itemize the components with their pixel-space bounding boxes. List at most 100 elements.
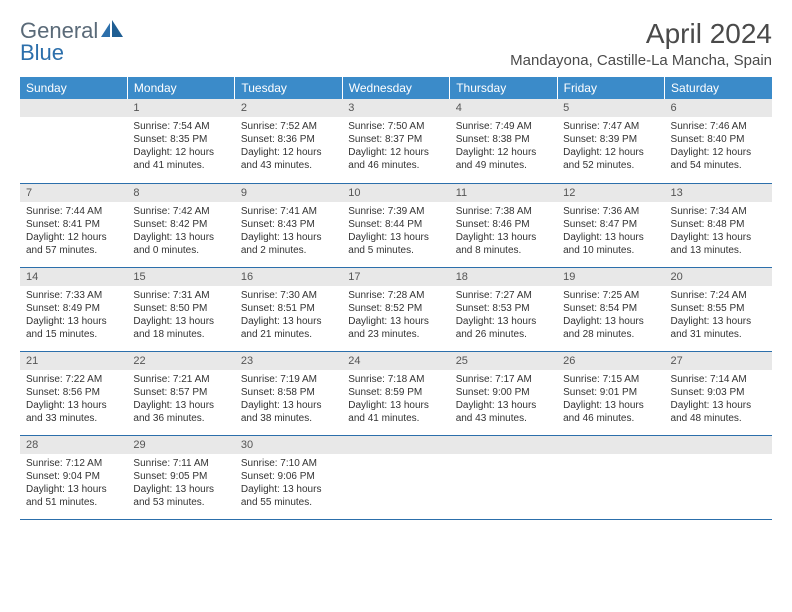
sunset-text: Sunset: 9:05 PM <box>133 470 228 483</box>
calendar-day-cell: 19Sunrise: 7:25 AMSunset: 8:54 PMDayligh… <box>557 267 664 351</box>
day-number-empty <box>557 436 664 454</box>
day-details: Sunrise: 7:34 AMSunset: 8:48 PMDaylight:… <box>669 205 768 257</box>
daylight-text: Daylight: 13 hours and 23 minutes. <box>348 315 443 341</box>
day-details: Sunrise: 7:30 AMSunset: 8:51 PMDaylight:… <box>239 289 338 341</box>
daylight-text: Daylight: 13 hours and 26 minutes. <box>456 315 551 341</box>
day-details: Sunrise: 7:18 AMSunset: 8:59 PMDaylight:… <box>346 373 445 425</box>
day-number: 21 <box>20 352 127 370</box>
calendar-day-cell <box>450 435 557 519</box>
sunset-text: Sunset: 8:50 PM <box>133 302 228 315</box>
day-number: 27 <box>665 352 772 370</box>
day-number: 7 <box>20 184 127 202</box>
daylight-text: Daylight: 13 hours and 53 minutes. <box>133 483 228 509</box>
calendar-day-cell: 26Sunrise: 7:15 AMSunset: 9:01 PMDayligh… <box>557 351 664 435</box>
day-number: 4 <box>450 99 557 117</box>
daylight-text: Daylight: 13 hours and 46 minutes. <box>563 399 658 425</box>
sunset-text: Sunset: 8:35 PM <box>133 133 228 146</box>
day-number: 15 <box>127 268 234 286</box>
sail-icon <box>100 18 124 44</box>
daylight-text: Daylight: 13 hours and 36 minutes. <box>133 399 228 425</box>
calendar-day-cell: 4 Sunrise: 7:49 AMSunset: 8:38 PMDaylight… <box>450 99 557 183</box>
day-number: 28 <box>20 436 127 454</box>
daylight-text: Daylight: 12 hours and 52 minutes. <box>563 146 658 172</box>
day-details: Sunrise: 7:25 AMSunset: 8:54 PMDaylight:… <box>561 289 660 341</box>
sunset-text: Sunset: 8:43 PM <box>241 218 336 231</box>
calendar-day-cell: 10Sunrise: 7:39 AMSunset: 8:44 PMDayligh… <box>342 183 449 267</box>
calendar-day-cell <box>342 435 449 519</box>
sunrise-text: Sunrise: 7:30 AM <box>241 289 336 302</box>
sunrise-text: Sunrise: 7:36 AM <box>563 205 658 218</box>
day-number: 3 <box>342 99 449 117</box>
sunrise-text: Sunrise: 7:14 AM <box>671 373 766 386</box>
daylight-text: Daylight: 13 hours and 15 minutes. <box>26 315 121 341</box>
sunrise-text: Sunrise: 7:34 AM <box>671 205 766 218</box>
calendar-day-cell: 22Sunrise: 7:21 AMSunset: 8:57 PMDayligh… <box>127 351 234 435</box>
sunrise-text: Sunrise: 7:15 AM <box>563 373 658 386</box>
day-number: 29 <box>127 436 234 454</box>
calendar-day-cell: 16Sunrise: 7:30 AMSunset: 8:51 PMDayligh… <box>235 267 342 351</box>
sunset-text: Sunset: 8:59 PM <box>348 386 443 399</box>
sunrise-text: Sunrise: 7:41 AM <box>241 205 336 218</box>
day-number: 10 <box>342 184 449 202</box>
daylight-text: Daylight: 13 hours and 31 minutes. <box>671 315 766 341</box>
sunset-text: Sunset: 8:58 PM <box>241 386 336 399</box>
daylight-text: Daylight: 13 hours and 33 minutes. <box>26 399 121 425</box>
day-number: 26 <box>557 352 664 370</box>
calendar-day-cell: 21Sunrise: 7:22 AMSunset: 8:56 PMDayligh… <box>20 351 127 435</box>
daylight-text: Daylight: 12 hours and 46 minutes. <box>348 146 443 172</box>
weekday-header: Monday <box>127 77 234 99</box>
daylight-text: Daylight: 13 hours and 28 minutes. <box>563 315 658 341</box>
sunrise-text: Sunrise: 7:10 AM <box>241 457 336 470</box>
day-details: Sunrise: 7:41 AMSunset: 8:43 PMDaylight:… <box>239 205 338 257</box>
sunset-text: Sunset: 8:57 PM <box>133 386 228 399</box>
sunrise-text: Sunrise: 7:22 AM <box>26 373 121 386</box>
calendar-day-cell: 13 Sunrise: 7:34 AMSunset: 8:48 PMDayligh… <box>665 183 772 267</box>
daylight-text: Daylight: 13 hours and 0 minutes. <box>133 231 228 257</box>
calendar-day-cell: 5Sunrise: 7:47 AMSunset: 8:39 PMDaylight… <box>557 99 664 183</box>
sunrise-text: Sunrise: 7:50 AM <box>348 120 443 133</box>
location-subtitle: Mandayona, Castille-La Mancha, Spain <box>510 52 772 69</box>
day-details: Sunrise: 7:21 AMSunset: 8:57 PMDaylight:… <box>131 373 230 425</box>
daylight-text: Daylight: 13 hours and 41 minutes. <box>348 399 443 425</box>
day-number: 23 <box>235 352 342 370</box>
calendar-week-row: 14Sunrise: 7:33 AMSunset: 8:49 PMDayligh… <box>20 267 772 351</box>
calendar-day-cell: 11Sunrise: 7:38 AMSunset: 8:46 PMDayligh… <box>450 183 557 267</box>
calendar-day-cell: 30Sunrise: 7:10 AMSunset: 9:06 PMDayligh… <box>235 435 342 519</box>
sunrise-text: Sunrise: 7:38 AM <box>456 205 551 218</box>
day-number: 11 <box>450 184 557 202</box>
day-details: Sunrise: 7:14 AMSunset: 9:03 PMDaylight:… <box>669 373 768 425</box>
sunrise-text: Sunrise: 7:18 AM <box>348 373 443 386</box>
calendar-week-row: 7 Sunrise: 7:44 AMSunset: 8:41 PMDaylight… <box>20 183 772 267</box>
calendar-day-cell: 1Sunrise: 7:54 AMSunset: 8:35 PMDaylight… <box>127 99 234 183</box>
calendar-day-cell: 27 Sunrise: 7:14 AMSunset: 9:03 PMDayligh… <box>665 351 772 435</box>
day-details: Sunrise: 7:44 AMSunset: 8:41 PMDaylight:… <box>24 205 123 257</box>
daylight-text: Daylight: 13 hours and 55 minutes. <box>241 483 336 509</box>
daylight-text: Daylight: 13 hours and 13 minutes. <box>671 231 766 257</box>
daylight-text: Daylight: 13 hours and 10 minutes. <box>563 231 658 257</box>
calendar-header-row: SundayMondayTuesdayWednesdayThursdayFrid… <box>20 77 772 99</box>
calendar-table: SundayMondayTuesdayWednesdayThursdayFrid… <box>20 77 772 520</box>
day-number: 17 <box>342 268 449 286</box>
day-details: Sunrise: 7:31 AMSunset: 8:50 PMDaylight:… <box>131 289 230 341</box>
sunset-text: Sunset: 9:00 PM <box>456 386 551 399</box>
day-number: 1 <box>127 99 234 117</box>
day-details: Sunrise: 7:52 AMSunset: 8:36 PMDaylight:… <box>239 120 338 172</box>
calendar-day-cell: 24Sunrise: 7:18 AMSunset: 8:59 PMDayligh… <box>342 351 449 435</box>
day-details: Sunrise: 7:42 AMSunset: 8:42 PMDaylight:… <box>131 205 230 257</box>
day-number-empty <box>665 436 772 454</box>
calendar-day-cell: 14Sunrise: 7:33 AMSunset: 8:49 PMDayligh… <box>20 267 127 351</box>
sunrise-text: Sunrise: 7:17 AM <box>456 373 551 386</box>
calendar-day-cell: 17Sunrise: 7:28 AMSunset: 8:52 PMDayligh… <box>342 267 449 351</box>
day-details: Sunrise: 7:27 AMSunset: 8:53 PMDaylight:… <box>454 289 553 341</box>
day-number: 13 <box>665 184 772 202</box>
day-details: Sunrise: 7:49 AMSunset: 8:38 PMDaylight:… <box>454 120 553 172</box>
day-details: Sunrise: 7:11 AMSunset: 9:05 PMDaylight:… <box>131 457 230 509</box>
sunrise-text: Sunrise: 7:39 AM <box>348 205 443 218</box>
day-number: 25 <box>450 352 557 370</box>
sunrise-text: Sunrise: 7:47 AM <box>563 120 658 133</box>
calendar-day-cell: 12Sunrise: 7:36 AMSunset: 8:47 PMDayligh… <box>557 183 664 267</box>
daylight-text: Daylight: 12 hours and 43 minutes. <box>241 146 336 172</box>
sunset-text: Sunset: 8:40 PM <box>671 133 766 146</box>
sunset-text: Sunset: 9:06 PM <box>241 470 336 483</box>
day-number: 5 <box>557 99 664 117</box>
